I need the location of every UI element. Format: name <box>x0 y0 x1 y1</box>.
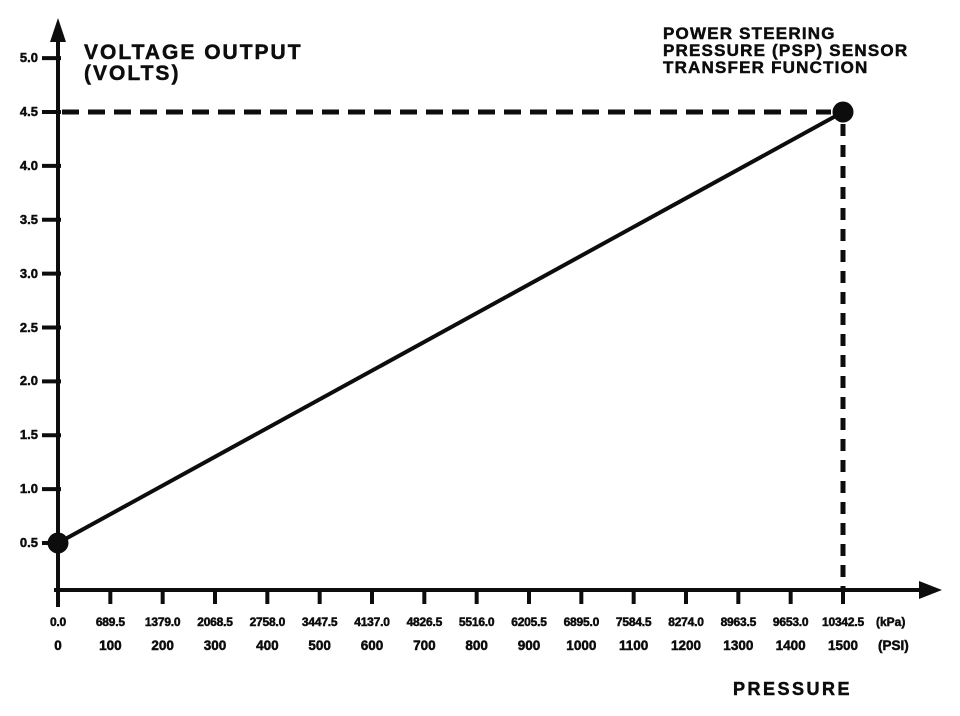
x-axis-tick-label-psi: 300 <box>203 638 227 654</box>
data-point-start <box>47 532 69 554</box>
x-axis-tick-label-psi: 1100 <box>619 638 649 654</box>
y-axis-tick-label: 3.0 <box>19 265 39 281</box>
chart-title-line3: TRANSFER FUNCTION <box>663 58 869 77</box>
kpa-unit-label: (kPa) <box>876 615 906 630</box>
x-axis-tick-label-kpa: 6205.5 <box>511 615 547 630</box>
x-axis-tick-label-psi: 1300 <box>723 638 754 654</box>
chart-title-line1: POWER STEERING <box>663 24 836 43</box>
x-axis-tick-label-kpa: 0.0 <box>49 615 67 630</box>
x-axis-tick-label-psi: 400 <box>256 638 279 654</box>
x-axis-tick-label-psi: 200 <box>151 638 174 654</box>
y-axis-tick-label: 1.5 <box>19 427 39 443</box>
y-axis-title-line1: VOLTAGE OUTPUT <box>84 41 303 64</box>
x-axis-tick-label-kpa: 8274.0 <box>668 615 704 630</box>
y-axis-tick-label: 2.5 <box>19 319 39 335</box>
x-axis-tick-label-psi: 900 <box>517 638 541 654</box>
y-axis-tick-label: 0.5 <box>19 535 39 551</box>
x-axis-tick-label-kpa: 5516.0 <box>458 615 495 630</box>
x-axis-tick-label-psi: 1000 <box>566 638 597 654</box>
x-axis-arrow-icon <box>919 581 942 599</box>
x-axis-tick-label-psi: 0 <box>54 638 62 654</box>
transfer-function-line <box>57 110 844 545</box>
y-axis-title: VOLTAGE OUTPUT (VOLTS) <box>84 41 303 85</box>
data-point-end <box>832 101 854 123</box>
x-axis-tick-label-kpa: 4826.5 <box>406 615 443 630</box>
y-axis-title-line2: (VOLTS) <box>84 62 181 85</box>
y-axis-tick-label: 1.0 <box>19 481 39 497</box>
x-axis-tick-label-psi: 600 <box>360 638 384 654</box>
x-axis-tick-label-psi: 500 <box>308 638 331 654</box>
y-axis-tick-label: 2.0 <box>19 373 39 389</box>
psi-unit-label: (PSI) <box>878 638 909 654</box>
x-axis-tick-label-kpa: 3447.5 <box>301 615 338 630</box>
x-axis-tick-label-psi: 100 <box>99 638 122 654</box>
x-axis-tick-label-kpa: 6895.0 <box>563 615 600 630</box>
y-axis-tick-label: 4.5 <box>19 104 39 120</box>
x-axis-tick-label-psi: 800 <box>465 638 488 654</box>
x-axis-tick-label-kpa: 8963.5 <box>720 615 757 630</box>
chart-title: POWER STEERING PRESSURE (PSP) SENSOR TRA… <box>663 24 909 77</box>
x-axis-title: PRESSURE <box>733 679 853 700</box>
y-axis-arrow-icon <box>50 18 66 42</box>
x-axis-tick-label-kpa: 1379.0 <box>144 615 181 630</box>
x-axis-tick-label-kpa: 10342.5 <box>821 615 865 630</box>
x-axis-tick-label-psi: 1500 <box>827 638 859 654</box>
x-axis-tick-label-psi: 1200 <box>670 638 702 654</box>
y-axis-tick-label: 3.5 <box>19 211 39 228</box>
y-axis-tick-label: 4.0 <box>19 157 39 174</box>
x-axis-tick-label-psi: 1400 <box>775 638 806 654</box>
y-axis-tick-label: 5.0 <box>19 50 39 66</box>
chart-title-line2: PRESSURE (PSP) SENSOR <box>663 41 909 60</box>
x-axis-tick-label-psi: 700 <box>413 638 436 654</box>
x-axis-tick-label-kpa: 2758.0 <box>249 615 286 630</box>
x-axis-tick-label-kpa: 7584.5 <box>615 615 652 630</box>
x-axis-tick-label-kpa: 9653.0 <box>772 615 809 630</box>
x-axis-tick-label-kpa: 4137.0 <box>354 615 390 630</box>
x-axis-tick-label-kpa: 689.5 <box>95 615 126 630</box>
x-axis-tick-label-kpa: 2068.5 <box>197 615 233 630</box>
